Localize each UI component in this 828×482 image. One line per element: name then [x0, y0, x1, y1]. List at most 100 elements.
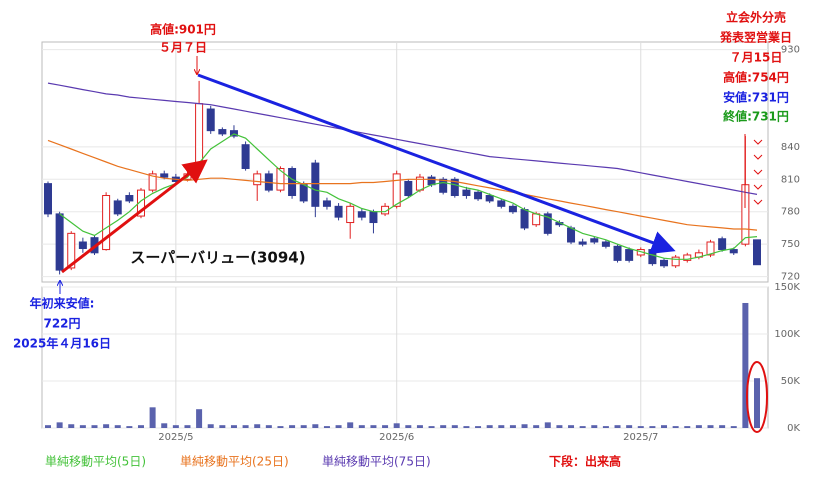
volume-bar [533, 425, 540, 428]
annotation: 年初来安値: [30, 296, 95, 311]
volume-bar [45, 425, 51, 428]
candle-body [346, 205, 355, 224]
volume-bar [393, 423, 400, 428]
volume-bar [254, 424, 261, 428]
volume-bar [172, 425, 179, 428]
volume-bar [335, 425, 342, 428]
volume-bar [161, 423, 168, 428]
volume-bar [661, 425, 668, 428]
volume-bar [695, 425, 702, 428]
candle-body [532, 213, 541, 226]
candle-body [253, 173, 262, 186]
candle-body [729, 249, 738, 254]
y-tick-label: 0K [787, 423, 800, 434]
candle-body [102, 195, 111, 251]
volume-bar [614, 425, 621, 428]
volume-bar [463, 426, 470, 428]
highlight-ellipse [746, 361, 768, 433]
volume-bar [602, 426, 609, 428]
candle-body [625, 249, 634, 261]
volume-bar [277, 426, 284, 428]
y-tick-label: 100K [774, 329, 800, 340]
candle-body [474, 191, 483, 200]
x-tick-label: 2025/6 [379, 432, 414, 443]
volume-bar [91, 425, 98, 428]
volume-bar [416, 425, 423, 428]
candle-body [195, 103, 204, 169]
volume-bar [242, 425, 249, 428]
annotation: 発表翌営業日 [719, 30, 792, 45]
annotation: 2025年４月16日 [13, 336, 111, 351]
annotation: 722円 [43, 317, 80, 331]
y-tick-label: 150K [774, 282, 800, 293]
candle-body [508, 205, 517, 213]
candle-body [450, 178, 459, 197]
volume-bar [79, 425, 86, 428]
annotation: 安値:731円 [723, 90, 789, 105]
volume-bar [475, 426, 482, 428]
moving-average-line [47, 139, 758, 231]
annotation: 下段：出来高 [549, 454, 621, 469]
candle-body [648, 249, 657, 265]
pointer-chevrons [753, 139, 763, 205]
volume-bar [196, 409, 203, 428]
candle-body [218, 129, 227, 135]
candle-body [462, 189, 471, 197]
volume-bar [103, 424, 110, 428]
candle-body [660, 259, 669, 267]
legend-label: 単純移動平均(5日) [45, 455, 146, 469]
candle-body [113, 200, 122, 215]
volume-bar [265, 425, 272, 428]
candle-body [404, 180, 413, 197]
candle-body [276, 167, 285, 191]
volume-bar [649, 426, 656, 428]
volume-bar [440, 425, 447, 428]
volume-bar [207, 424, 214, 428]
annotation: 立会外分売 [726, 10, 786, 25]
candle-body [578, 241, 587, 245]
price-panel [41, 41, 769, 283]
candle-body [78, 241, 87, 249]
volume-bar [556, 425, 563, 428]
candle-body [683, 254, 692, 261]
x-tick-label: 2025/7 [623, 432, 658, 443]
volume-bar [347, 422, 354, 428]
volume-bar [486, 425, 493, 428]
candle-body [125, 195, 134, 202]
candle-body [520, 209, 529, 229]
trend-arrow [197, 73, 676, 255]
y-tick-label: 930 [781, 45, 800, 56]
candle-body [567, 227, 576, 243]
y-tick-label: 750 [781, 239, 800, 250]
volume-bar [126, 426, 133, 428]
candle-body [671, 256, 680, 267]
volume-bar [312, 424, 319, 428]
volume-bar [544, 422, 551, 428]
candle-body [322, 200, 331, 207]
volume-bar [219, 425, 226, 428]
x-tick-label: 2025/5 [158, 432, 193, 443]
volume-panel [41, 286, 769, 429]
candle-body [543, 213, 552, 234]
volume-bar [498, 425, 505, 428]
y-tick-label: 780 [781, 207, 800, 218]
legend-label: 単純移動平均(75日) [322, 455, 431, 469]
volume-bar [323, 426, 330, 428]
volume-bar [184, 425, 191, 428]
candle-body [67, 232, 76, 269]
volume-bar [684, 426, 691, 428]
stock-name: スーパーバリュー(3094) [130, 249, 305, 267]
trend-arrow [61, 159, 208, 274]
volume-bar [370, 425, 377, 428]
volume-bar [300, 425, 307, 428]
volume-bar [637, 426, 644, 428]
candle-body [241, 144, 250, 169]
volume-bar [230, 425, 237, 428]
candle-body [311, 162, 320, 207]
volume-bar [56, 422, 63, 428]
candle-body [706, 241, 715, 256]
candle-body [718, 238, 727, 251]
legend-label: 単純移動平均(25日) [180, 455, 289, 469]
annotation: ５月７日 [159, 41, 207, 55]
candle-body [206, 108, 215, 132]
